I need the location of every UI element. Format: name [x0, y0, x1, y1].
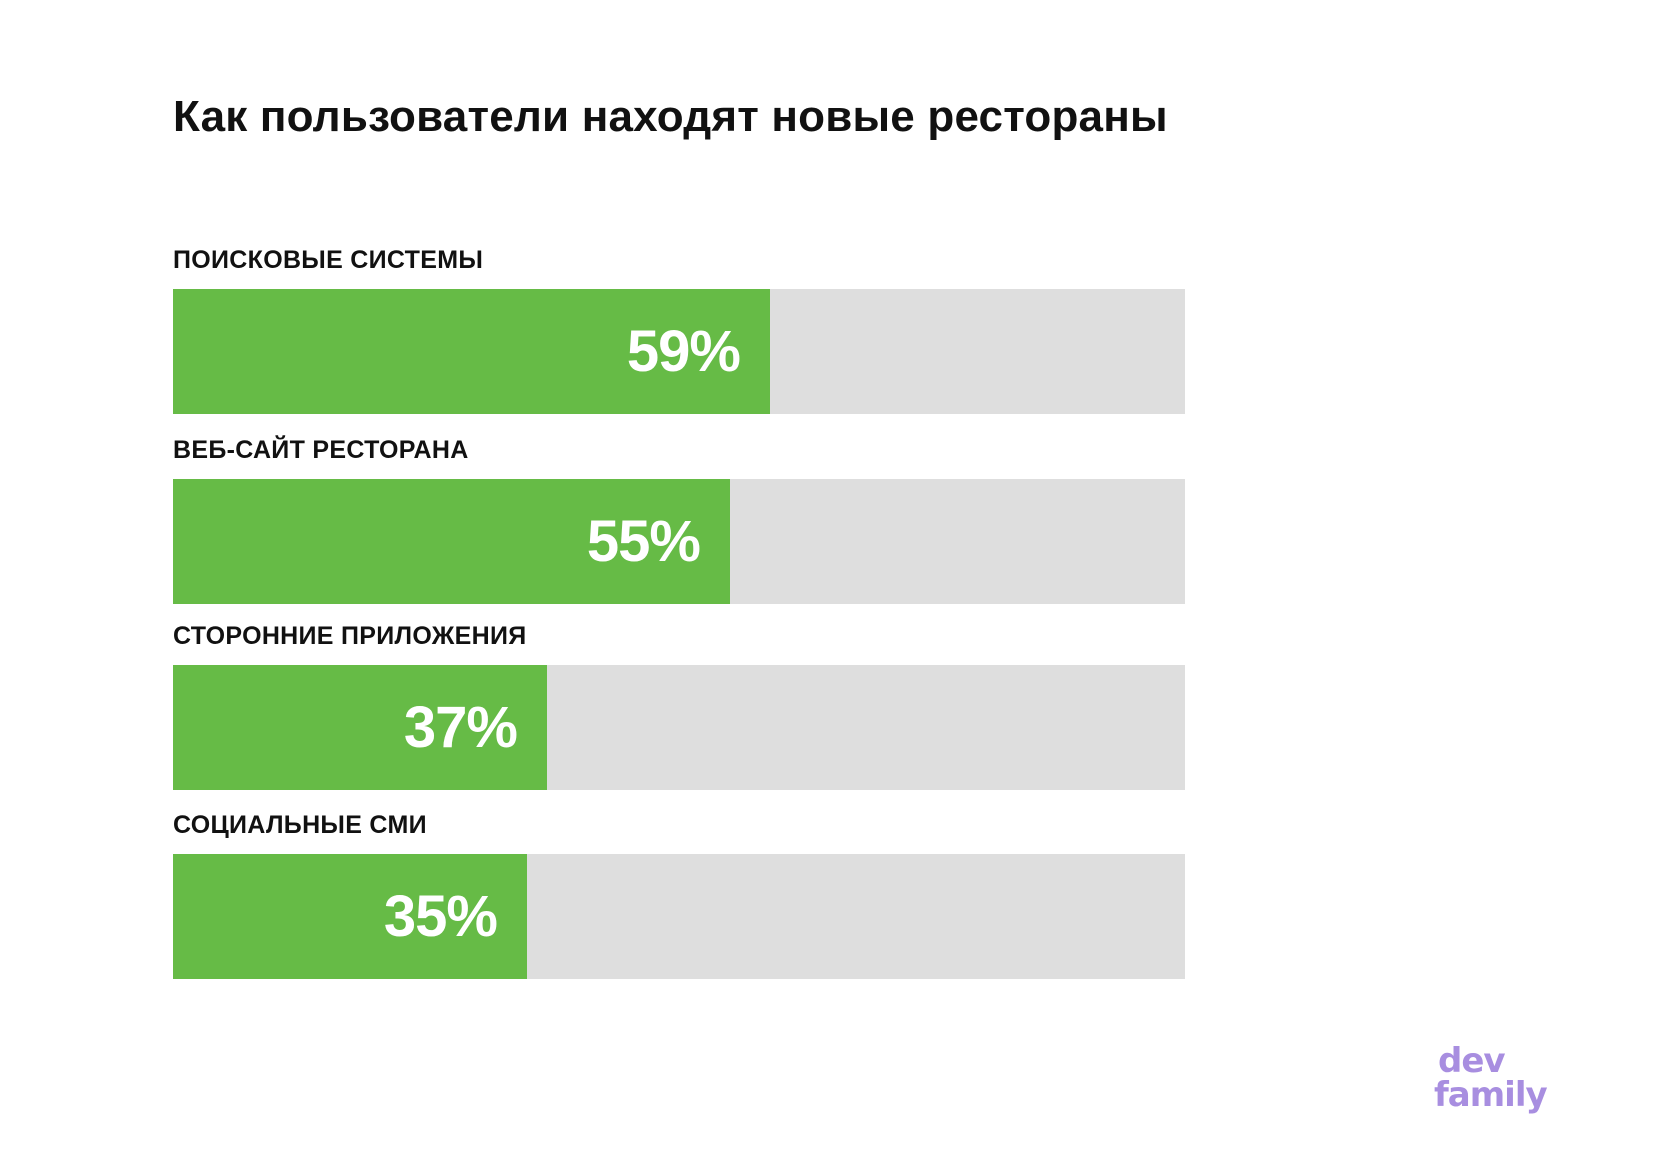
- bar-track: 35%: [173, 854, 1185, 979]
- bar: 35%: [173, 854, 527, 979]
- data-label: 59%: [626, 319, 741, 384]
- devfamily-logo: dev family: [1434, 1044, 1564, 1112]
- bar-track: 59%: [173, 289, 1185, 414]
- bar-row: СТОРОННИЕ ПРИЛОЖЕНИЯ 37%: [173, 621, 1185, 790]
- bar: 55%: [173, 479, 730, 604]
- category-label: ПОИСКОВЫЕ СИСТЕМЫ: [173, 246, 484, 274]
- bar-row: ПОИСКОВЫЕ СИСТЕМЫ 59%: [173, 245, 1185, 414]
- logo-text-dev: dev: [1438, 1041, 1506, 1081]
- category-label: ВЕБ-САЙТ РЕСТОРАНА: [173, 436, 469, 464]
- bar-row: ВЕБ-САЙТ РЕСТОРАНА 55%: [173, 435, 1185, 604]
- chart-title: Как пользователи находят новые рестораны: [173, 92, 1168, 141]
- bar-track: 55%: [173, 479, 1185, 604]
- bar: 37%: [173, 665, 547, 790]
- category-label: СТОРОННИЕ ПРИЛОЖЕНИЯ: [173, 622, 527, 650]
- logo-text-family: family: [1434, 1075, 1548, 1115]
- bar-row: СОЦИАЛЬНЫЕ СМИ 35%: [173, 810, 1185, 979]
- data-label: 37%: [403, 695, 518, 760]
- category-label: СОЦИАЛЬНЫЕ СМИ: [173, 811, 427, 839]
- bar-chart: ПОИСКОВЫЕ СИСТЕМЫ 59% ВЕБ-САЙТ РЕСТОРАНА 55…: [173, 245, 1185, 979]
- bar: 59%: [173, 289, 770, 414]
- data-label: 55%: [586, 509, 701, 574]
- data-label: 35%: [383, 884, 498, 949]
- bar-track: 37%: [173, 665, 1185, 790]
